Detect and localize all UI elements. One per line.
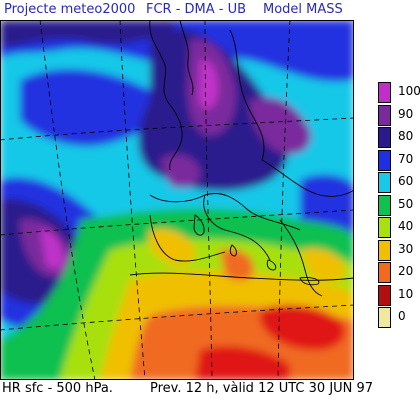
coastlines: [129, 20, 354, 297]
organization-label: FCR - DMA - UB: [146, 2, 247, 17]
legend-swatch-70: [378, 149, 391, 171]
legend-label-70: 70: [398, 151, 414, 166]
legend-swatch-30: [378, 239, 391, 261]
model-label: Model MASS: [263, 2, 343, 17]
legend-label-10: 10: [398, 286, 414, 301]
legend-swatch-60: [378, 172, 391, 193]
map-footer: HR sfc - 500 hPa. Prev. 12 h, vàlid 12 U…: [0, 380, 420, 400]
legend-label-90: 90: [398, 106, 414, 121]
legend-swatch-100: [378, 82, 391, 103]
legend-swatch-20: [378, 262, 391, 283]
validity-label: Prev. 12 h, vàlid 12 UTC 30 JUN 97: [150, 381, 374, 396]
legend-swatch-10: [378, 284, 391, 306]
legend-swatch-80: [378, 127, 391, 148]
legend-swatch-0: [378, 307, 391, 328]
legend-label-40: 40: [398, 219, 414, 233]
legend-label-30: 30: [398, 241, 414, 256]
legend-label-0: 0: [398, 309, 406, 323]
legend-label-100: 100: [398, 84, 420, 98]
humidity-field: [0, 20, 354, 380]
legend-swatch-40: [378, 217, 391, 238]
map-header: Projecte meteo2000 FCR - DMA - UB Model …: [0, 0, 420, 22]
humidity-legend: 100 90 80 70 60 50 40 30 20 10 0: [378, 82, 420, 330]
map-frame: [0, 20, 354, 380]
field-label: HR sfc - 500 hPa.: [2, 381, 113, 396]
legend-label-20: 20: [398, 264, 414, 278]
graticule: [0, 20, 354, 380]
legend-label-50: 50: [398, 196, 414, 211]
legend-label-60: 60: [398, 174, 414, 188]
legend-swatch-90: [378, 104, 391, 126]
legend-label-80: 80: [398, 129, 414, 143]
project-title: Projecte meteo2000: [4, 2, 136, 17]
legend-swatch-50: [378, 194, 391, 216]
humidity-map: [0, 20, 354, 380]
